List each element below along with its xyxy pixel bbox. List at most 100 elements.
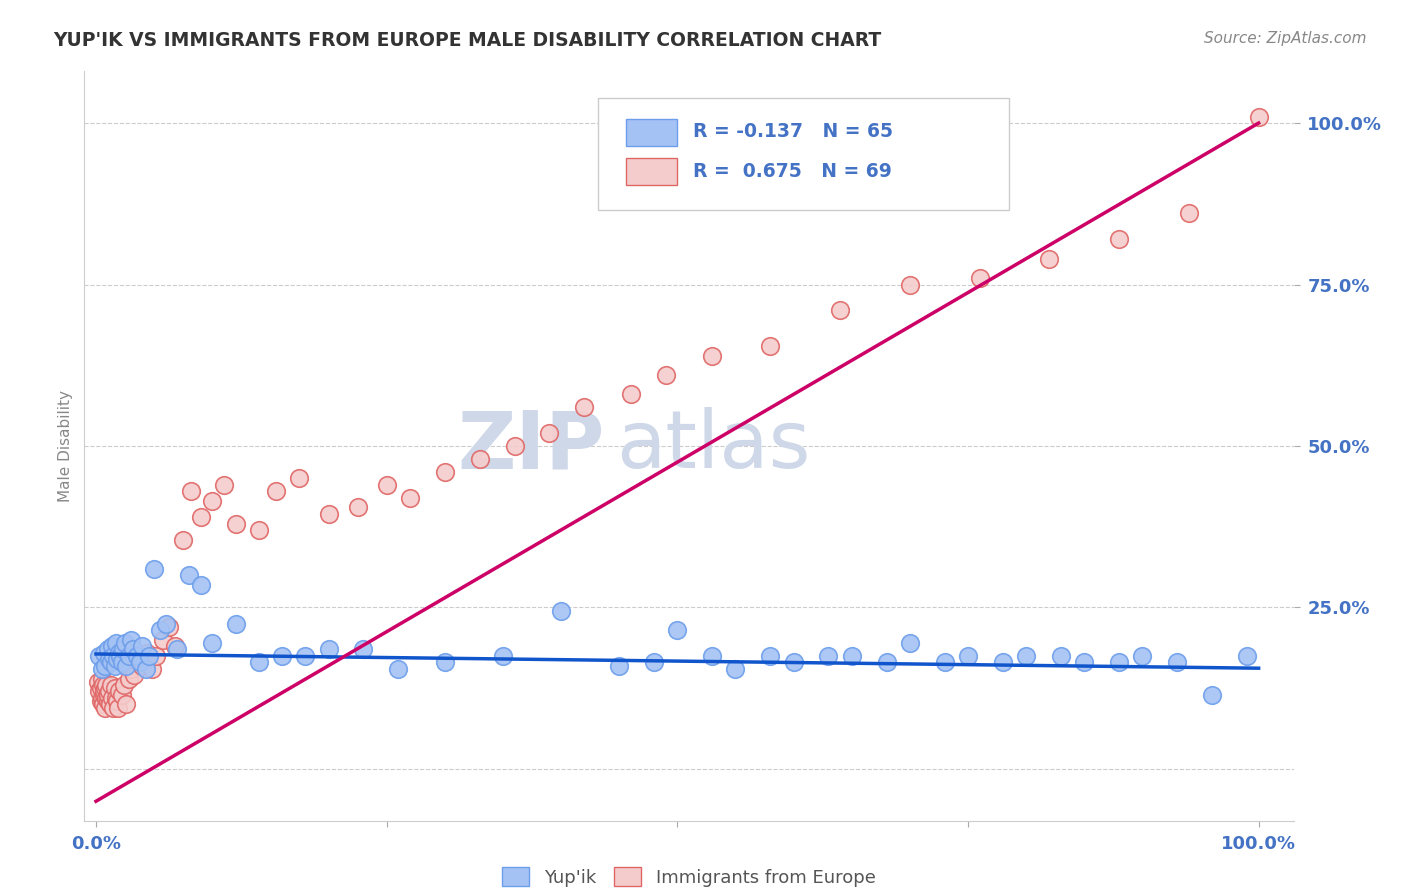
Point — [190, 578, 212, 592]
Point — [107, 700, 129, 714]
Point — [103, 648, 125, 663]
Point — [97, 684, 120, 698]
Point — [100, 656, 122, 670]
Point — [131, 658, 153, 673]
Point — [702, 648, 724, 663]
Point — [120, 662, 142, 676]
Y-axis label: Male Disability: Male Disability — [58, 390, 73, 502]
Point — [654, 368, 676, 382]
Point — [666, 623, 689, 637]
Point — [143, 562, 166, 576]
Point — [190, 510, 212, 524]
Point — [352, 642, 374, 657]
Point — [1050, 648, 1073, 663]
Point — [90, 694, 112, 708]
Point — [149, 623, 172, 637]
Point — [271, 648, 294, 663]
Point — [93, 688, 115, 702]
Point — [817, 648, 839, 663]
Point — [101, 639, 124, 653]
Point — [131, 639, 153, 653]
Point — [247, 656, 270, 670]
FancyBboxPatch shape — [626, 119, 676, 145]
Point — [724, 662, 747, 676]
Point — [201, 494, 224, 508]
Text: R = -0.137   N = 65: R = -0.137 N = 65 — [693, 122, 893, 141]
Text: ZIP: ZIP — [457, 407, 605, 485]
Point — [318, 642, 340, 657]
Point — [212, 477, 235, 491]
Point — [112, 678, 135, 692]
Point — [94, 681, 117, 696]
Point — [643, 656, 665, 670]
Point — [1108, 656, 1130, 670]
Point — [125, 648, 148, 663]
Point — [538, 426, 561, 441]
Point — [115, 698, 138, 712]
Point — [94, 700, 117, 714]
Point — [165, 639, 187, 653]
Point — [135, 662, 157, 676]
Point — [375, 477, 398, 491]
Point — [841, 648, 863, 663]
Point — [157, 620, 180, 634]
Point — [201, 636, 224, 650]
Point — [96, 678, 118, 692]
Point — [94, 658, 117, 673]
Point — [1236, 648, 1258, 663]
Point — [98, 698, 121, 712]
Point — [288, 471, 311, 485]
Point — [136, 646, 159, 660]
Point — [166, 642, 188, 657]
Point — [503, 439, 526, 453]
Point — [110, 656, 132, 670]
Point — [876, 656, 898, 670]
Point — [1132, 648, 1154, 663]
Point — [114, 636, 136, 650]
Point — [90, 681, 112, 696]
FancyBboxPatch shape — [626, 158, 676, 186]
Point — [90, 672, 112, 686]
Point — [93, 684, 115, 698]
Point — [318, 507, 340, 521]
Point — [387, 662, 409, 676]
Point — [105, 652, 128, 666]
Point — [104, 636, 127, 650]
FancyBboxPatch shape — [599, 97, 1010, 210]
Point — [433, 656, 456, 670]
Point — [91, 698, 114, 712]
Point — [104, 658, 127, 673]
Point — [294, 648, 316, 663]
Point — [346, 500, 368, 515]
Point — [103, 700, 125, 714]
Point — [225, 616, 247, 631]
Point — [89, 684, 111, 698]
Point — [115, 658, 138, 673]
Point — [550, 604, 572, 618]
Point — [1038, 252, 1060, 266]
Point — [468, 451, 491, 466]
Point — [96, 690, 118, 705]
Point — [759, 648, 782, 663]
Point — [180, 484, 202, 499]
Point — [433, 465, 456, 479]
Point — [155, 616, 177, 631]
Legend: Yup'ik, Immigrants from Europe: Yup'ik, Immigrants from Europe — [502, 867, 876, 887]
Point — [97, 652, 120, 666]
Point — [492, 648, 515, 663]
Point — [1015, 648, 1038, 663]
Point — [152, 632, 174, 647]
Point — [120, 632, 142, 647]
Point — [127, 656, 149, 670]
Point — [90, 662, 112, 676]
Point — [177, 568, 200, 582]
Point — [956, 648, 979, 663]
Point — [247, 523, 270, 537]
Point — [111, 642, 134, 657]
Point — [898, 636, 921, 650]
Point — [702, 349, 724, 363]
Point — [620, 387, 643, 401]
Point — [89, 648, 111, 663]
Point — [574, 401, 596, 415]
Text: atlas: atlas — [616, 407, 811, 485]
